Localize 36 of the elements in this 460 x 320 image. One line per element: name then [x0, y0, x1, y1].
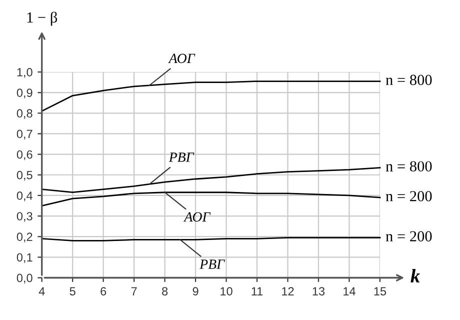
x-tick-label: 7 [131, 287, 137, 296]
x-tick-label: 13 [312, 287, 325, 296]
annotation: АОГ [168, 54, 196, 64]
x-axis-title: k [410, 268, 420, 282]
x-tick-label: 4 [38, 287, 45, 296]
y-tick-label: 0,0 [16, 274, 32, 284]
series-label: n = 800 [386, 74, 432, 86]
y-tick-label: 0,1 [16, 253, 32, 263]
x-tick-label: 14 [344, 287, 356, 296]
y-tick-label: 0,5 [16, 170, 32, 181]
y-tick-label: 0,2 [16, 232, 32, 242]
y-tick-label: 0,4 [16, 191, 32, 202]
y-tick-label: 0,9 [16, 88, 32, 98]
x-tick-label: 6 [100, 287, 106, 296]
x-tick-label: 5 [70, 287, 76, 296]
line-series [41, 80, 381, 112]
line-series [41, 192, 381, 206]
y-axis-title: 1 − β [27, 12, 58, 26]
series-label: n = 200 [386, 191, 432, 202]
annotation: АОГ [183, 212, 211, 222]
x-tick-label: 11 [252, 287, 263, 296]
series-label: n = 800 [386, 161, 432, 172]
series-label: n = 200 [386, 231, 432, 242]
y-tick-label: 0,7 [16, 130, 32, 140]
x-tick-label: 8 [162, 287, 168, 296]
y-tick-label: 1,0 [17, 68, 32, 78]
x-tick-label: 12 [282, 287, 294, 296]
line-series [41, 166, 381, 194]
x-tick-label: 15 [374, 287, 386, 296]
x-tick-label: 10 [220, 287, 232, 296]
annotation: РВГ [200, 260, 225, 269]
y-tick-label: 0,8 [16, 109, 32, 119]
y-tick-label: 0,6 [16, 150, 32, 160]
annotation: РВГ [168, 152, 194, 162]
x-tick-label: 9 [192, 287, 198, 296]
y-tick-label: 0,3 [16, 212, 32, 222]
